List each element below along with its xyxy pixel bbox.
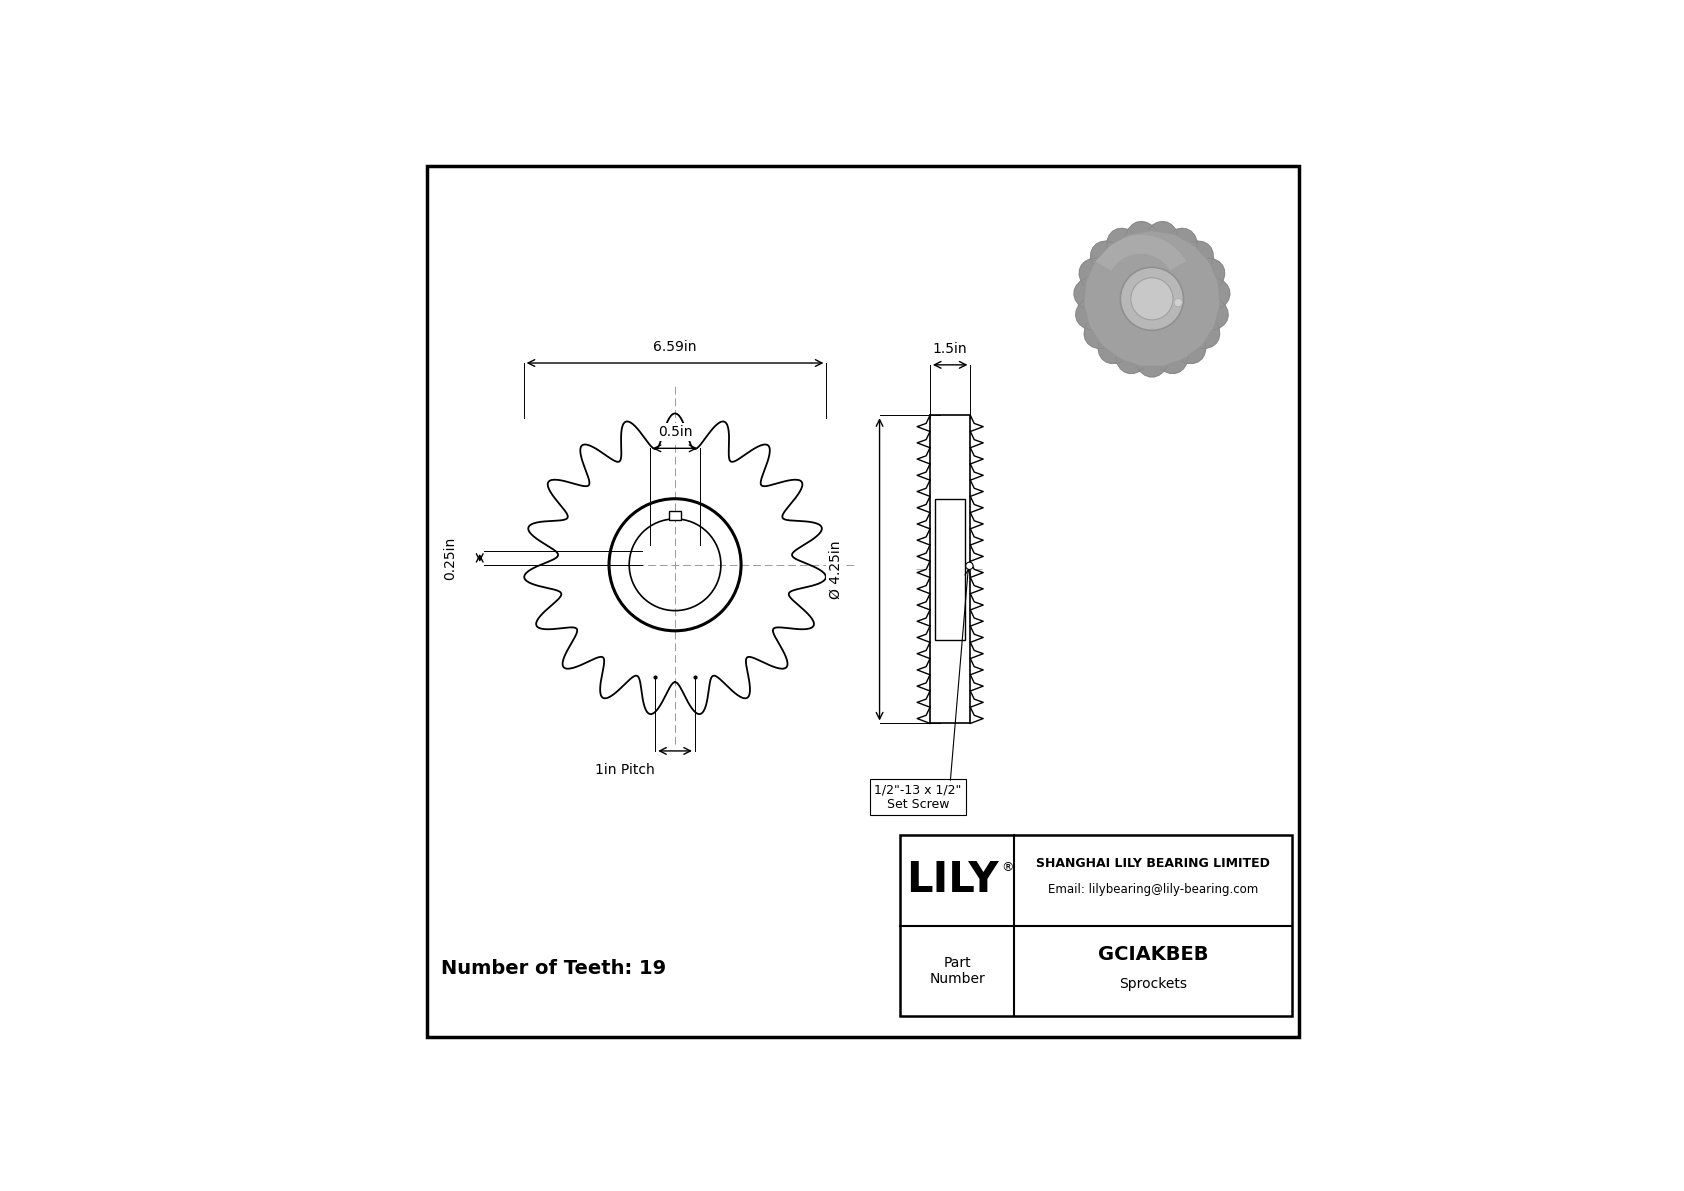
Polygon shape bbox=[1214, 301, 1228, 330]
Text: Ø 4.25in: Ø 4.25in bbox=[829, 540, 842, 599]
Polygon shape bbox=[1191, 241, 1212, 264]
Text: 0.25in: 0.25in bbox=[443, 536, 458, 580]
Text: Email: lilybearing@lily-bearing.com: Email: lilybearing@lily-bearing.com bbox=[1047, 884, 1258, 896]
Polygon shape bbox=[1098, 343, 1122, 363]
Circle shape bbox=[965, 562, 973, 569]
Circle shape bbox=[1083, 230, 1221, 368]
Polygon shape bbox=[1091, 241, 1113, 264]
Polygon shape bbox=[1218, 279, 1229, 308]
Polygon shape bbox=[1076, 301, 1090, 330]
Text: 1.5in: 1.5in bbox=[933, 342, 968, 356]
Wedge shape bbox=[1095, 235, 1186, 270]
Polygon shape bbox=[1160, 357, 1189, 373]
Text: Part
Number: Part Number bbox=[930, 955, 985, 986]
Polygon shape bbox=[1182, 343, 1206, 363]
Text: 0.5in: 0.5in bbox=[658, 425, 692, 439]
Polygon shape bbox=[1170, 229, 1197, 247]
Polygon shape bbox=[1148, 222, 1177, 235]
Text: SHANGHAI LILY BEARING LIMITED: SHANGHAI LILY BEARING LIMITED bbox=[1036, 858, 1270, 871]
Text: Number of Teeth: 19: Number of Teeth: 19 bbox=[441, 959, 667, 978]
Polygon shape bbox=[1137, 367, 1167, 376]
Text: LILY: LILY bbox=[906, 860, 999, 902]
Text: 6.59in: 6.59in bbox=[653, 339, 697, 354]
Bar bbox=[669, 511, 682, 519]
Polygon shape bbox=[1201, 323, 1219, 349]
Circle shape bbox=[1120, 267, 1184, 330]
Polygon shape bbox=[1079, 258, 1096, 286]
Circle shape bbox=[1132, 278, 1174, 320]
Text: GCIAKBEB: GCIAKBEB bbox=[1098, 944, 1209, 964]
Polygon shape bbox=[1116, 357, 1145, 373]
Polygon shape bbox=[1207, 258, 1224, 286]
Polygon shape bbox=[1106, 229, 1133, 247]
Bar bbox=[899, 835, 1292, 1016]
Circle shape bbox=[1174, 299, 1182, 307]
Polygon shape bbox=[1074, 279, 1086, 308]
Polygon shape bbox=[1127, 222, 1155, 235]
Polygon shape bbox=[1084, 323, 1103, 349]
Bar bbox=[936, 499, 965, 640]
Text: ®: ® bbox=[1000, 861, 1014, 874]
Text: 1in Pitch: 1in Pitch bbox=[594, 763, 655, 777]
Text: Sprockets: Sprockets bbox=[1120, 977, 1187, 991]
Bar bbox=[930, 416, 970, 723]
Text: 1/2"-13 x 1/2"
Set Screw: 1/2"-13 x 1/2" Set Screw bbox=[874, 782, 962, 811]
